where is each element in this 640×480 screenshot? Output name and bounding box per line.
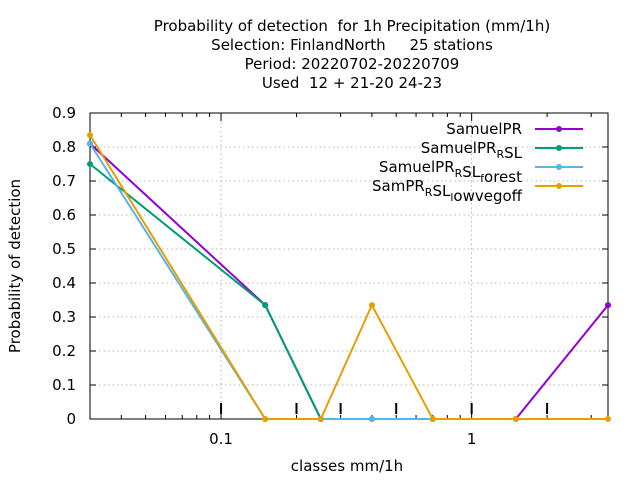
series-point-4 [512, 416, 519, 422]
legend-label-part: SL [462, 163, 481, 181]
series-point-4 [87, 132, 93, 139]
legend-marker-2 [556, 145, 562, 151]
series-point-3 [87, 140, 93, 147]
y-tick-label: 0.2 [52, 342, 76, 360]
legend-label-part: owvegoff [453, 187, 522, 205]
y-tick-label: 0.1 [52, 376, 76, 394]
x-tick-label: 1 [467, 430, 477, 448]
y-tick-label: 0 [66, 410, 76, 428]
legend-label-1: SamuelPR [446, 120, 522, 138]
chart-title-line-2: Selection: FinlandNorth 25 stations [211, 36, 493, 54]
series-point-2 [262, 302, 269, 309]
axis-ticks: 0 0.1 0.2 0.3 0.4 0.5 0.6 0.7 0.8 0.9 0.1 1 [52, 104, 608, 448]
y-tick-label: 0.4 [52, 274, 76, 292]
legend-marker-4 [556, 183, 562, 189]
x-axis-label: classes mm/1h [291, 457, 403, 475]
y-tick-label: 0.8 [52, 138, 76, 156]
series-point-4 [368, 302, 375, 309]
legend-label-part: SamuelPR [379, 158, 455, 176]
legend-label-part: orest [484, 168, 522, 186]
y-tick-label: 0.5 [52, 240, 76, 258]
legend: SamuelPRSamuelPRRSLSamuelPRRSLforestSamP… [372, 120, 583, 205]
series-point-2 [87, 161, 93, 167]
series-point-1 [605, 302, 611, 309]
y-tick-label: 0.7 [52, 172, 76, 190]
legend-label-4: SamPRRSLlowvegoff [372, 177, 523, 205]
legend-label-part: f [480, 172, 485, 185]
legend-label-part: SamuelPR [421, 139, 497, 157]
series-point-4 [605, 416, 611, 422]
x-tick-label: 0.1 [209, 430, 233, 448]
chart-title-line-1: Probability of detection for 1h Precipit… [153, 17, 551, 35]
series-line-4 [89, 134, 608, 420]
series-point-4 [429, 416, 436, 422]
series-line-1 [89, 142, 609, 420]
chart-title-line-4: Used 12 + 21-20 24-23 [261, 74, 443, 92]
y-tick-label: 0.6 [52, 206, 76, 224]
legend-label-part: R [425, 186, 433, 199]
legend-label-part: l [450, 191, 453, 204]
series-point-4 [317, 416, 324, 422]
legend-label-3: SamuelPRRSLforest [379, 158, 522, 186]
chart-title-line-3: Period: 20220702-20220709 [244, 55, 460, 73]
y-tick-label: 0.3 [52, 308, 76, 326]
series-group [87, 132, 611, 422]
legend-label-part: SamuelPR [446, 120, 522, 138]
legend-label-part: R [455, 167, 463, 180]
legend-label-part: SL [504, 144, 523, 162]
legend-marker-1 [556, 126, 562, 132]
grid-lines [90, 113, 608, 419]
legend-label-part: SL [432, 182, 451, 200]
series-point-4 [262, 416, 269, 422]
class-tick-marks [220, 403, 549, 414]
legend-marker-3 [556, 164, 562, 170]
legend-label-part: R [496, 148, 504, 161]
y-axis-label: Probability of detection [6, 179, 24, 353]
series-line-2 [89, 163, 322, 420]
legend-label-2: SamuelPRRSL [421, 139, 523, 162]
legend-label-part: SamPR [372, 177, 425, 195]
series-point-3 [368, 416, 375, 422]
y-tick-label: 0.9 [52, 104, 76, 122]
